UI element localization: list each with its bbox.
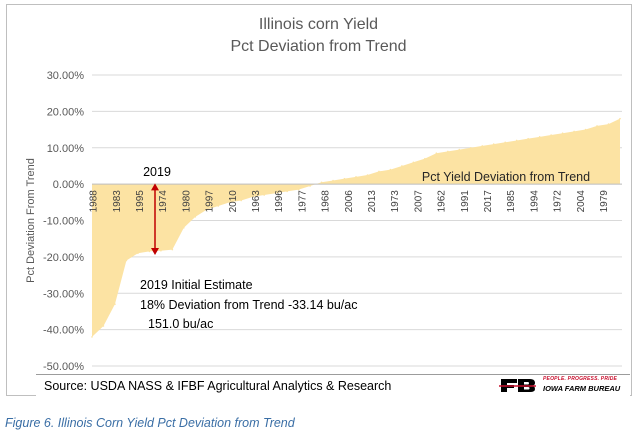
data-point [515,139,518,142]
y-tick-label: -30.00% [43,288,84,300]
x-tick-label: 1991 [460,190,471,213]
data-point [481,145,484,147]
data-point [469,146,472,149]
data-point [297,188,300,191]
x-tick-label: 1997 [205,190,216,213]
chart-title: Illinois corn Yield [258,16,379,33]
logo-name: IOWA FARM BUREAU [543,384,621,393]
x-tick-label: 2004 [576,190,587,213]
x-tick-label: 1973 [390,190,401,213]
data-point [435,152,438,155]
data-point [389,168,392,171]
data-point [584,128,587,131]
x-tick-label: 2017 [483,190,494,213]
data-point [332,179,334,182]
data-point [320,181,323,184]
data-point [619,117,621,120]
x-tick-label: 2013 [367,190,378,213]
marker-arrowhead-up [151,183,159,191]
data-point [412,161,415,164]
data-point [251,196,254,198]
iowa-farm-bureau-logo: PEOPLE. PROGRESS. PRIDE IOWA FARM BUREAU [499,375,629,395]
data-point [263,194,265,196]
y-tick-label: -20.00% [43,252,84,264]
x-tick-label: 2010 [228,190,239,213]
x-tick-label: 2007 [413,190,424,213]
data-point [125,259,128,262]
x-tick-label: 1977 [297,190,308,213]
data-point [171,248,174,251]
marker-arrowhead-down [151,248,159,256]
x-tick-label: 1980 [181,190,192,213]
data-point [194,216,197,218]
source-note: Source: USDA NASS & IFBF Agricultural An… [44,379,392,393]
x-tick-label: 1985 [506,190,517,213]
logo-tagline: PEOPLE. PROGRESS. PRIDE [543,376,618,382]
data-point [573,130,575,133]
data-point [148,250,151,253]
x-tick-label: 1979 [599,190,610,213]
data-point [550,134,552,136]
chart-subtitle: Pct Deviation from Trend [230,38,407,55]
data-point [137,252,139,255]
y-tick-label: -10.00% [43,216,84,228]
deviation-area [92,118,620,337]
data-point [527,137,529,140]
data-point [205,208,208,211]
data-point [355,176,357,178]
y-axis-title: Pct Deviation From Trend [25,158,37,283]
x-tick-label: 2006 [344,190,355,213]
data-point [401,165,403,167]
y-tick-label: 20.00% [47,106,85,118]
estimate-yield: 151.0 bu/ac [148,317,213,331]
data-point [228,201,231,204]
data-point [561,132,564,134]
x-tick-label: 1972 [553,190,564,213]
x-tick-label: 1963 [251,190,262,213]
data-point [596,125,598,127]
figure-caption: Figure 6. Illinois Corn Yield Pct Deviat… [5,416,295,430]
farm-bureau-logo-icon [499,377,537,394]
data-point [91,336,93,338]
x-tick-label: 1996 [274,190,285,213]
x-tick-label: 1983 [112,190,123,213]
footer-bar: Source: USDA NASS & IFBF Agricultural An… [36,374,630,397]
y-tick-label: -50.00% [43,361,84,373]
data-point [274,192,277,195]
data-point [309,185,311,187]
data-point [504,141,507,144]
x-tick-label: 1994 [529,190,540,213]
data-point [217,205,220,207]
estimate-deviation: 18% Deviation from Trend -33.14 bu/ac [140,298,357,312]
x-tick-label: 1968 [321,190,332,213]
data-point [607,123,610,125]
y-tick-label: 10.00% [47,143,85,155]
data-point [378,170,380,173]
data-point [343,177,346,180]
data-point [240,199,243,202]
data-point [366,174,369,176]
y-tick-label: 0.00% [53,179,84,191]
x-tick-label: 1995 [135,190,146,213]
series-label: Pct Yield Deviation from Trend [422,170,590,184]
data-point [538,136,541,138]
data-point [458,148,461,151]
data-point [492,143,495,145]
data-point [183,226,185,229]
data-point [114,303,116,305]
estimate-heading: 2019 Initial Estimate [140,278,253,292]
data-point [102,325,105,327]
x-tick-label: 1988 [89,190,100,213]
data-point [160,249,162,252]
data-point [286,190,288,193]
x-tick-label: 1962 [437,190,448,213]
marker-year-label: 2019 [143,165,171,179]
data-point [424,157,426,160]
y-tick-label: -40.00% [43,325,84,337]
y-tick-label: 30.00% [47,70,85,82]
data-point [447,150,449,153]
chart-plot: 30.00% 20.00% 10.00% 0.00% -10.00% -20.00% -30… [25,70,622,373]
x-tick-label: 1974 [158,190,169,213]
